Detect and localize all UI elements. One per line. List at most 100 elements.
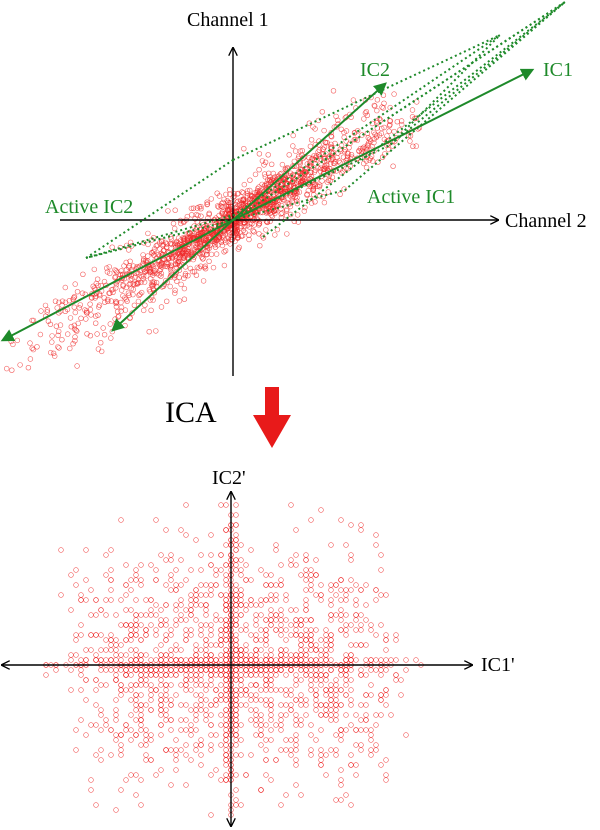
scatter-point	[178, 647, 184, 653]
scatter-point	[298, 697, 304, 703]
scatter-point	[167, 264, 174, 271]
scatter-point	[103, 612, 109, 618]
scatter-point	[288, 652, 294, 658]
scatter-point	[268, 617, 274, 623]
scatter-point	[83, 577, 89, 583]
scatter-point	[263, 737, 269, 743]
scatter-point	[198, 707, 204, 713]
scatter-point	[218, 682, 224, 688]
scatter-point	[222, 248, 229, 254]
scatter-point	[243, 657, 249, 663]
scatter-point	[256, 151, 263, 157]
scatter-point	[163, 707, 169, 713]
scatter-point	[101, 332, 108, 338]
scatter-point	[108, 567, 114, 573]
scatter-point	[278, 657, 284, 663]
scatter-point	[133, 632, 139, 638]
scatter-point	[321, 127, 327, 134]
scatter-point	[74, 363, 80, 369]
scatter-point	[283, 208, 290, 214]
scatter-point	[193, 672, 199, 678]
scatter-point	[233, 622, 239, 628]
scatter-point	[133, 697, 139, 703]
scatter-point	[181, 285, 188, 292]
scatter-point	[108, 752, 114, 758]
scatter-point	[126, 292, 132, 298]
scatter-point	[253, 722, 259, 728]
scatter-point	[253, 647, 259, 653]
scatter-point	[218, 742, 224, 748]
scatter-point	[278, 632, 284, 638]
scatter-point	[378, 712, 384, 718]
scatter-point	[328, 647, 334, 653]
scatter-point	[123, 582, 129, 588]
scatter-point	[150, 282, 156, 289]
scatter-point	[123, 722, 129, 728]
scatter-point	[164, 263, 171, 270]
scatter-point	[283, 747, 289, 753]
scatter-point	[373, 712, 379, 718]
scatter-point	[233, 707, 239, 713]
scatter-point	[183, 627, 189, 633]
scatter-point	[203, 607, 209, 613]
scatter-point	[258, 602, 264, 608]
scatter-point	[298, 622, 304, 628]
scatter-point	[343, 632, 349, 638]
scatter-point	[113, 652, 119, 658]
scatter-point	[283, 637, 289, 643]
scatter-point	[181, 296, 188, 302]
scatter-point	[328, 682, 334, 688]
scatter-point	[343, 622, 349, 628]
scatter-point	[133, 667, 139, 673]
scatter-point	[183, 532, 189, 538]
scatter-point	[324, 179, 330, 185]
scatter-point	[233, 677, 239, 683]
scatter-point	[133, 617, 139, 623]
scatter-point	[257, 243, 263, 249]
scatter-point	[358, 747, 364, 753]
scatter-point	[203, 612, 209, 618]
scatter-point	[73, 652, 79, 658]
scatter-point	[225, 235, 232, 241]
scatter-point	[293, 732, 299, 738]
scatter-point	[113, 697, 119, 703]
scatter-point	[251, 229, 257, 235]
scatter-point	[67, 315, 74, 321]
scatter-point	[143, 652, 149, 658]
scatter-point	[188, 722, 194, 728]
scatter-point	[233, 737, 239, 743]
scatter-point	[178, 682, 184, 688]
scatter-point	[218, 672, 224, 678]
scatter-point	[238, 652, 244, 658]
scatter-point	[158, 552, 164, 558]
scatter-point	[168, 647, 174, 653]
scatter-point	[188, 597, 194, 603]
scatter-point	[138, 712, 144, 718]
scatter-point	[403, 667, 409, 673]
scatter-point	[221, 249, 227, 255]
scatter-point	[410, 143, 416, 150]
scatter-point	[359, 148, 365, 154]
scatter-point	[258, 647, 264, 653]
scatter-point	[363, 712, 369, 718]
scatter-point	[173, 672, 179, 678]
scatter-point	[88, 777, 94, 783]
scatter-point	[348, 702, 354, 708]
scatter-point	[97, 340, 104, 346]
scatter-point	[378, 552, 384, 558]
scatter-point	[258, 612, 264, 618]
scatter-point	[328, 642, 334, 648]
scatter-point	[37, 331, 44, 338]
scatter-point	[293, 622, 299, 628]
scatter-point	[25, 365, 32, 371]
scatter-point	[337, 191, 343, 198]
scatter-point	[233, 772, 239, 778]
scatter-point	[103, 637, 109, 643]
scatter-point	[223, 717, 229, 723]
scatter-point	[128, 577, 134, 583]
scatter-point	[148, 612, 154, 618]
scatter-point	[258, 672, 264, 678]
scatter-point	[94, 331, 100, 337]
scatter-point	[143, 612, 149, 618]
